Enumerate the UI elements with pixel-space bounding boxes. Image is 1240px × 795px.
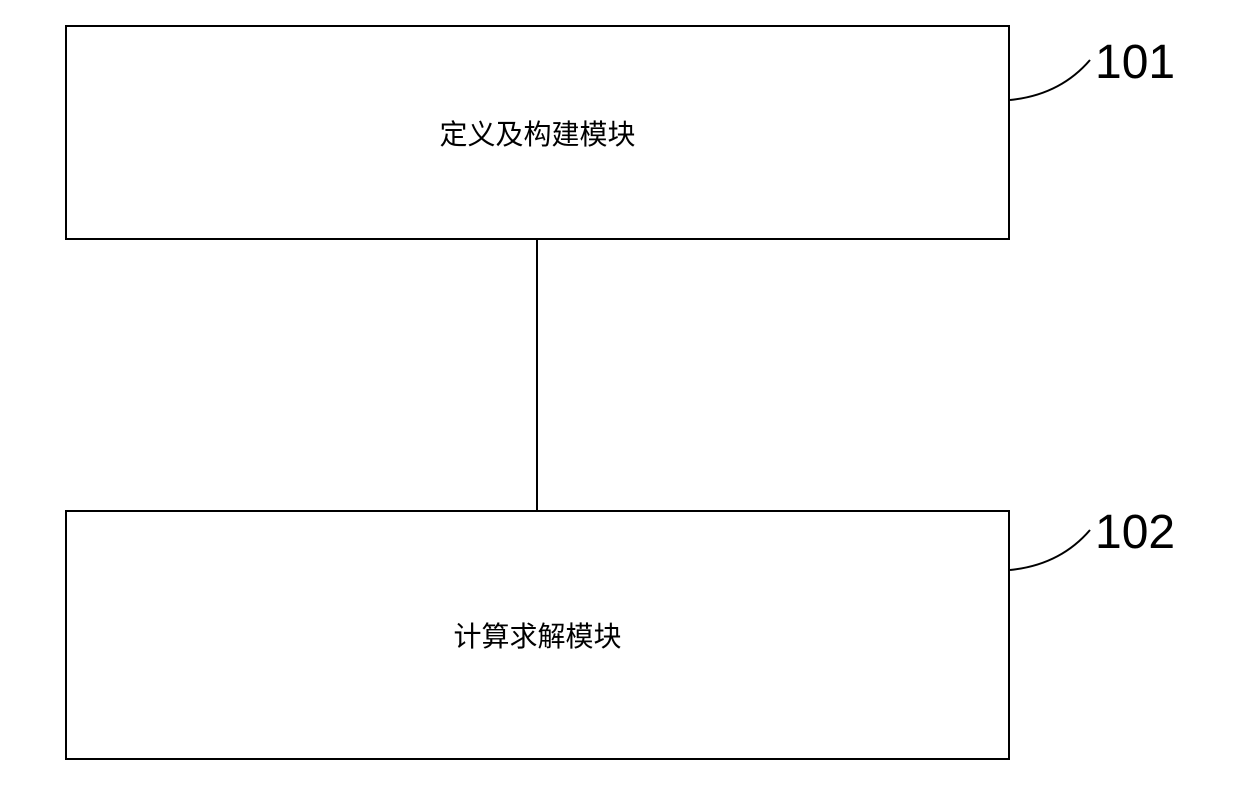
reference-label-102: 102 [1095,505,1175,560]
diagram-container: 定义及构建模块 计算求解模块 101 102 [0,0,1240,795]
reference-label-101: 101 [1095,35,1175,90]
callout-curve-2 [0,0,1240,795]
